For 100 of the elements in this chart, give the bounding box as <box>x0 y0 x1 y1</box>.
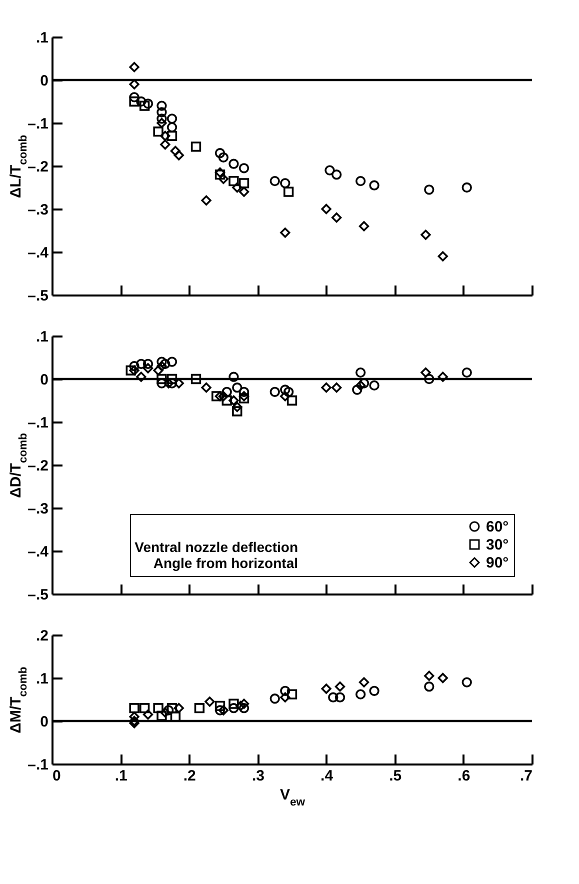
point <box>166 122 178 132</box>
y-tick-label: –.1 <box>28 116 48 132</box>
y-tick-label: –.2 <box>28 458 48 474</box>
point <box>214 170 226 180</box>
x-tick-label: .5 <box>389 768 402 784</box>
point <box>201 195 212 206</box>
point <box>156 100 167 111</box>
point <box>222 395 232 406</box>
point <box>156 118 167 128</box>
point <box>334 682 346 692</box>
point <box>321 382 332 393</box>
point <box>420 367 431 378</box>
point <box>238 703 250 714</box>
legend-label: 60° <box>486 518 509 536</box>
y-tick-label: –.2 <box>28 158 48 176</box>
point <box>153 126 164 137</box>
point <box>462 367 472 378</box>
y-tick-label: –.1 <box>28 756 48 774</box>
point <box>270 176 280 186</box>
point <box>204 696 215 707</box>
y-tick-label: –.4 <box>28 544 50 560</box>
y-tick-label: –.5 <box>28 288 48 304</box>
y-tick-label: –.3 <box>28 500 48 518</box>
point <box>358 221 370 232</box>
point <box>324 165 335 176</box>
x-tick-label: .7 <box>520 768 532 784</box>
point <box>222 386 232 397</box>
x-tick-label: .3 <box>252 768 264 784</box>
point <box>232 406 242 416</box>
point <box>420 230 431 240</box>
point <box>232 382 242 393</box>
point <box>228 395 239 406</box>
point <box>201 382 212 393</box>
point <box>129 79 140 90</box>
point <box>331 170 342 180</box>
point <box>160 139 170 150</box>
point <box>286 689 298 700</box>
x-tick-label: .1 <box>114 768 128 784</box>
x-tick-label: 0 <box>52 768 61 784</box>
point <box>126 365 136 376</box>
point <box>218 152 229 162</box>
point <box>228 176 239 186</box>
point <box>228 372 239 382</box>
point <box>280 686 290 696</box>
point <box>214 148 226 158</box>
point <box>156 356 167 367</box>
point <box>129 96 140 107</box>
point <box>156 114 167 124</box>
point <box>214 700 226 712</box>
y-tick-label: 0 <box>40 72 48 90</box>
point <box>194 703 205 714</box>
x-tick-label: .6 <box>458 768 470 784</box>
point <box>424 670 434 681</box>
point <box>228 158 239 169</box>
y-tick-label: .1 <box>36 670 48 688</box>
point <box>280 228 290 238</box>
point <box>238 186 250 197</box>
point <box>438 672 448 684</box>
point <box>139 100 150 111</box>
point <box>211 391 222 402</box>
point <box>280 178 290 188</box>
point <box>166 356 178 367</box>
point <box>355 689 366 700</box>
point <box>129 62 140 72</box>
point <box>270 694 280 704</box>
point <box>328 692 338 702</box>
point <box>280 384 290 395</box>
y-tick-label: –.5 <box>28 586 48 604</box>
point <box>355 367 366 378</box>
y-tick-label: .1 <box>36 328 48 346</box>
point <box>369 380 380 391</box>
legend-title: Ventral nozzle deflection Angle from horizontal <box>134 539 298 571</box>
point <box>142 363 154 374</box>
x-tick-label: .2 <box>183 768 196 784</box>
point <box>462 182 472 193</box>
x-axis-title: V$_{ew}$ <box>280 786 306 808</box>
point <box>369 180 380 190</box>
point <box>166 130 178 141</box>
point <box>286 395 298 406</box>
point <box>331 382 342 393</box>
point <box>139 703 150 714</box>
point <box>142 98 154 109</box>
point <box>228 698 239 709</box>
point <box>166 374 178 384</box>
y-tick-label: –.3 <box>28 202 48 218</box>
y-tick-label: –.1 <box>28 414 48 432</box>
point <box>283 186 294 197</box>
point <box>352 384 362 395</box>
legend-label: 30° <box>486 536 509 554</box>
x-tick-label: .4 <box>320 768 334 784</box>
point <box>238 163 250 174</box>
point <box>424 184 434 195</box>
point <box>190 142 202 152</box>
point <box>334 692 346 702</box>
point <box>321 204 332 214</box>
point <box>369 686 380 696</box>
y-tick-label: –.4 <box>28 244 50 262</box>
point <box>228 703 239 714</box>
legend-label: 90° <box>486 554 509 572</box>
point <box>321 684 332 694</box>
